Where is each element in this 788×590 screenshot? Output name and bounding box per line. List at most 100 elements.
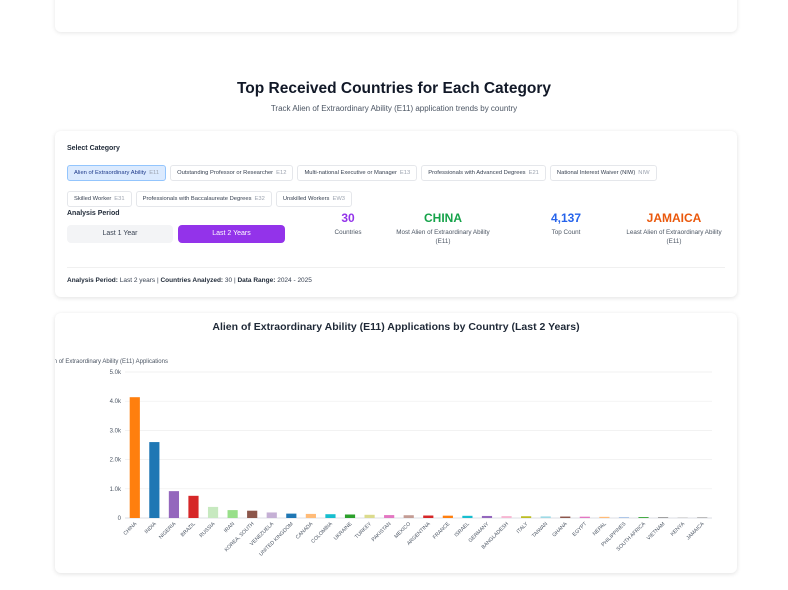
divider [67, 267, 725, 268]
x-tick-label: KENYA [670, 521, 687, 538]
category-chip-e31[interactable]: Skilled Worker E31 [67, 191, 132, 207]
category-chip-ew3[interactable]: Unskilled Workers EW3 [275, 191, 353, 207]
last-1-year-button[interactable]: Last 1 Year [67, 225, 173, 243]
category-chip-e32[interactable]: Professionals with Baccalaureate Degrees… [135, 191, 272, 207]
bar [521, 516, 532, 518]
bar [384, 515, 395, 518]
summary-period-key: Analysis Period: [67, 277, 118, 284]
category-chip-e12[interactable]: Outstanding Professor or Researcher E12 [170, 165, 294, 181]
x-tick-label: EGYPT [572, 521, 589, 538]
y-tick-label: 0 [118, 516, 122, 522]
stat-most-label: Most Alien of Extraordinary Ability (E11… [396, 229, 490, 245]
bar [247, 510, 258, 518]
filter-card: Select Category Alien of Extraordinary A… [55, 131, 737, 297]
bar [442, 515, 453, 518]
category-chip-code: EW3 [332, 196, 346, 202]
category-chip-label: Alien of Extraordinary Ability [74, 170, 147, 176]
category-chip-e21[interactable]: Professionals with Advanced Degrees E21 [421, 165, 546, 181]
x-tick-label: NIGERIA [158, 521, 178, 541]
bar [423, 515, 434, 518]
y-tick-label: 3.0k [110, 428, 122, 434]
bar [540, 516, 551, 518]
bar [286, 513, 297, 518]
bar-chart: ber of Alien of Extraordinary Ability (E… [55, 359, 712, 558]
category-chip-code: E31 [114, 196, 125, 202]
category-chip-code: NIW [638, 170, 650, 176]
bar [227, 510, 238, 518]
y-tick-label: 2.0k [110, 458, 122, 464]
category-chips: Alien of Extraordinary Ability E11 Outstan… [67, 161, 727, 213]
stat-top-count-value: 4,137 [550, 211, 582, 225]
x-tick-label: NEPAL [592, 521, 608, 537]
stat-countries-label: Countries [334, 229, 362, 236]
category-chip-code: E32 [254, 196, 265, 202]
category-chip-label: Professionals with Baccalaureate Degrees [142, 196, 252, 202]
bar [188, 495, 199, 518]
stat-top-count-label: Top Count [551, 229, 581, 236]
category-chip-label: Outstanding Professor or Researcher [177, 170, 274, 176]
y-axis-label: ber of Alien of Extraordinary Ability (E… [55, 359, 168, 365]
category-chip-code: E12 [276, 170, 287, 176]
last-2-years-button[interactable]: Last 2 Years [178, 225, 285, 243]
stat-most-value: CHINA [424, 211, 462, 225]
category-chip-label: Multi-national Executive or Manager [304, 170, 397, 176]
bar [403, 515, 414, 518]
category-chip-code: E21 [528, 170, 539, 176]
category-chip-code: E11 [149, 170, 160, 176]
bar [207, 506, 219, 518]
category-chip-label: National Interest Waiver (NIW) [556, 170, 636, 176]
bar [481, 515, 493, 518]
stat-top-count: 4,137 Top Count [516, 211, 616, 237]
summary-line: Analysis Period: Last 2 years | Countrie… [67, 277, 312, 284]
category-chip-e11[interactable]: Alien of Extraordinary Ability E11 [67, 165, 167, 181]
x-tick-label: PAKISTAN [371, 521, 393, 543]
stat-least-value: JAMAICA [646, 211, 702, 225]
y-tick-label: 4.0k [110, 399, 122, 405]
bar [149, 442, 160, 518]
category-chip-niw[interactable]: National Interest Waiver (NIW) NIW [549, 165, 657, 181]
x-tick-label: GHANA [551, 521, 569, 539]
x-tick-label: CHINA [123, 521, 139, 537]
x-tick-label: INDIA [144, 521, 158, 535]
summary-period-value: Last 2 years [119, 277, 156, 284]
bar [266, 512, 277, 518]
summary-countries-value: 30 [224, 277, 233, 284]
stat-least-label: Least Alien of Extraordinary Ability (E1… [626, 229, 722, 245]
stat-least: JAMAICA Least Alien of Extraordinary Abi… [624, 211, 724, 246]
x-tick-label: VIETNAM [646, 521, 667, 542]
bar [560, 516, 571, 518]
bar [305, 513, 316, 518]
summary-countries-key: Countries Analyzed: [160, 277, 224, 284]
analysis-period-label: Analysis Period [67, 210, 120, 217]
bar [129, 397, 140, 518]
x-tick-label: IRAN [223, 521, 236, 534]
x-tick-label: UKRAINE [333, 521, 354, 542]
top-card [55, 0, 737, 32]
page-title: Top Received Countries for Each Category [236, 80, 552, 97]
chart-title: Alien of Extraordinary Ability (E11) App… [212, 321, 580, 333]
bar [501, 516, 512, 518]
category-chip-e13[interactable]: Multi-national Executive or Manager E13 [297, 165, 418, 181]
x-tick-label: MEXICO [393, 521, 412, 540]
bar [325, 514, 336, 518]
bar [638, 517, 649, 518]
x-tick-label: FRANCE [432, 521, 452, 541]
bar [599, 516, 610, 518]
bar [697, 517, 708, 518]
x-tick-label: TURKEY [354, 521, 374, 541]
stat-countries: 30 Countries [298, 211, 398, 237]
x-tick-label: COLOMBIA [310, 521, 334, 545]
select-category-label: Select Category [67, 145, 120, 152]
bar [657, 517, 669, 518]
category-chip-label: Professionals with Advanced Degrees [428, 170, 526, 176]
category-chip-label: Unskilled Workers [282, 196, 330, 202]
chart-card: Alien of Extraordinary Ability (E11) App… [55, 313, 737, 573]
x-tick-label: RUSSIA [199, 521, 217, 539]
y-tick-label: 1.0k [110, 487, 122, 493]
x-tick-label: JAMAICA [685, 521, 706, 542]
bar [579, 516, 590, 518]
category-chip-code: E13 [399, 170, 411, 176]
summary-range-value: 2024 - 2025 [277, 277, 312, 284]
bar [462, 515, 473, 518]
bar [618, 516, 630, 518]
